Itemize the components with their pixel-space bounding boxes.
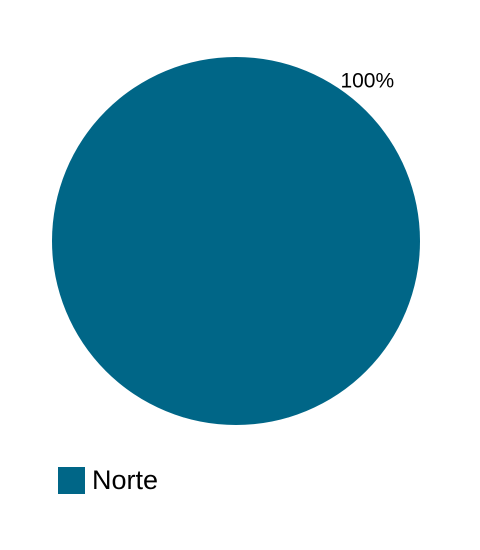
legend-swatch-norte xyxy=(58,466,85,494)
data-label-norte: 100% xyxy=(340,69,394,92)
pie-slice-norte xyxy=(52,57,420,425)
legend-label-norte: Norte xyxy=(92,465,159,495)
legend: Norte xyxy=(58,465,158,495)
